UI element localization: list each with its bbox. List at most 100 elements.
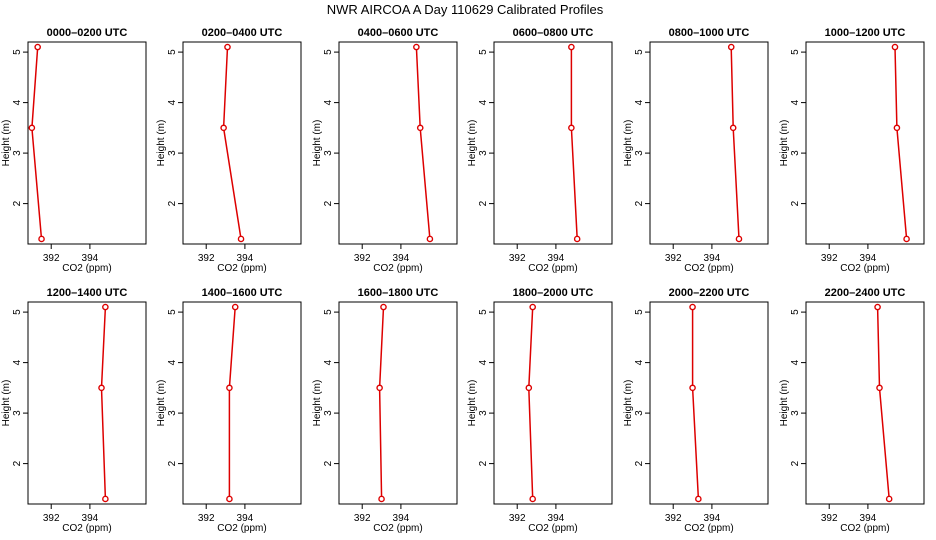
data-point	[689, 303, 696, 311]
y-axis-label: Height (m)	[1, 380, 12, 427]
data-point	[226, 384, 233, 392]
panel-8: 1400–1600 UTC 392 394 2 3 4 5 CO2 (ppm) Height (…	[156, 287, 302, 534]
x-tick-label: 394	[237, 253, 254, 264]
plot-frame	[649, 301, 769, 505]
x-tick-label: 392	[198, 253, 215, 264]
panel-title: 0200–0400 UTC	[202, 27, 283, 39]
y-tick-label: 2	[478, 460, 489, 466]
panel-title: 1400–1600 UTC	[202, 287, 283, 299]
x-tick-label: 392	[509, 253, 526, 264]
panel-11: 2000–2200 UTC 392 394 2 3 4 5 CO2 (ppm) Height (…	[623, 287, 769, 534]
x-tick-label: 392	[821, 513, 838, 524]
y-tick-label: 5	[167, 309, 178, 315]
data-point	[689, 384, 696, 392]
data-point	[237, 235, 245, 243]
panel-title: 1800–2000 UTC	[513, 287, 594, 299]
panel-title: 1000–1200 UTC	[825, 27, 906, 39]
data-point	[413, 43, 420, 51]
y-tick-label: 4	[634, 99, 645, 105]
y-tick-label: 2	[167, 200, 178, 206]
y-tick-label: 2	[323, 200, 334, 206]
panel-5: 0800–1000 UTC 392 394 2 3 4 5 CO2 (ppm) Height (…	[623, 27, 769, 274]
profile-line	[528, 307, 534, 499]
x-tick-label: 392	[509, 513, 526, 524]
x-tick-label: 394	[82, 513, 99, 524]
panel-title: 1600–1800 UTC	[358, 287, 439, 299]
x-axis-label: CO2 (ppm)	[62, 523, 111, 534]
y-tick-label: 3	[478, 150, 489, 156]
y-tick-label: 2	[12, 200, 23, 206]
data-point	[28, 124, 36, 132]
x-tick-label: 394	[860, 253, 877, 264]
y-tick-label: 3	[12, 150, 23, 156]
y-tick-label: 4	[323, 359, 334, 365]
y-tick-label: 2	[167, 460, 178, 466]
data-point	[525, 384, 533, 392]
panel-title: 0000–0200 UTC	[47, 27, 128, 39]
x-axis-label: CO2 (ppm)	[373, 263, 422, 274]
panel-1: 0000–0200 UTC 392 394 2 3 4 5 CO2 (ppm) Height (…	[1, 27, 147, 274]
panel-title: 0400–0600 UTC	[358, 27, 439, 39]
plot-frame	[338, 41, 458, 245]
panel-title: 0600–0800 UTC	[513, 27, 594, 39]
data-point	[102, 303, 109, 311]
x-axis-label: CO2 (ppm)	[528, 263, 577, 274]
panel-title: 1200–1400 UTC	[47, 287, 128, 299]
y-tick-label: 3	[478, 410, 489, 416]
y-tick-label: 3	[790, 410, 801, 416]
x-tick-label: 392	[354, 253, 371, 264]
x-axis-label: CO2 (ppm)	[217, 263, 266, 274]
panel-10: 1800–2000 UTC 392 394 2 3 4 5 CO2 (ppm) Height (…	[467, 287, 613, 534]
x-axis-label: CO2 (ppm)	[528, 523, 577, 534]
x-axis-label: CO2 (ppm)	[840, 523, 889, 534]
data-point	[376, 384, 383, 392]
x-tick-label: 392	[821, 253, 838, 264]
data-point	[568, 43, 575, 51]
y-tick-label: 5	[12, 49, 23, 55]
x-tick-label: 394	[860, 513, 877, 524]
y-axis-label: Height (m)	[779, 120, 790, 167]
data-point	[224, 43, 231, 51]
data-point	[380, 303, 387, 311]
panel-7: 1200–1400 UTC 392 394 2 3 4 5 CO2 (ppm) Height (…	[1, 287, 147, 534]
x-tick-label: 394	[237, 513, 254, 524]
plot-frame	[805, 41, 925, 245]
data-point	[426, 235, 434, 243]
data-point	[529, 495, 536, 503]
plot-frame	[649, 41, 769, 245]
y-tick-label: 2	[634, 460, 645, 466]
x-tick-label: 394	[393, 253, 410, 264]
y-tick-label: 2	[323, 460, 334, 466]
data-point	[885, 495, 893, 503]
x-tick-label: 394	[393, 513, 410, 524]
y-tick-label: 5	[323, 49, 334, 55]
y-tick-label: 4	[12, 99, 23, 105]
data-point	[727, 43, 735, 51]
profile-line	[876, 307, 890, 499]
y-tick-label: 3	[634, 410, 645, 416]
y-tick-label: 5	[12, 309, 23, 315]
x-axis-label: CO2 (ppm)	[684, 263, 733, 274]
plot-frame	[493, 301, 613, 505]
y-axis-label: Height (m)	[312, 380, 323, 427]
profile-line	[894, 47, 908, 239]
plot-frame	[182, 301, 302, 505]
data-point	[98, 384, 105, 392]
data-point	[416, 124, 424, 132]
x-tick-label: 392	[665, 253, 682, 264]
profile-line	[378, 307, 385, 499]
profile-line	[570, 47, 578, 239]
data-point	[735, 235, 743, 243]
y-axis-label: Height (m)	[156, 120, 167, 167]
data-point	[876, 384, 883, 392]
profile-line	[100, 307, 107, 499]
data-point	[102, 495, 109, 503]
y-tick-label: 4	[634, 359, 645, 365]
figure-title: NWR AIRCOA A Day 110629 Calibrated Profi…	[327, 2, 604, 17]
data-point	[231, 303, 239, 311]
y-axis-label: Height (m)	[467, 380, 478, 427]
y-tick-label: 3	[12, 410, 23, 416]
y-tick-label: 4	[323, 99, 334, 105]
y-tick-label: 4	[478, 359, 489, 365]
profile-line	[228, 307, 236, 499]
